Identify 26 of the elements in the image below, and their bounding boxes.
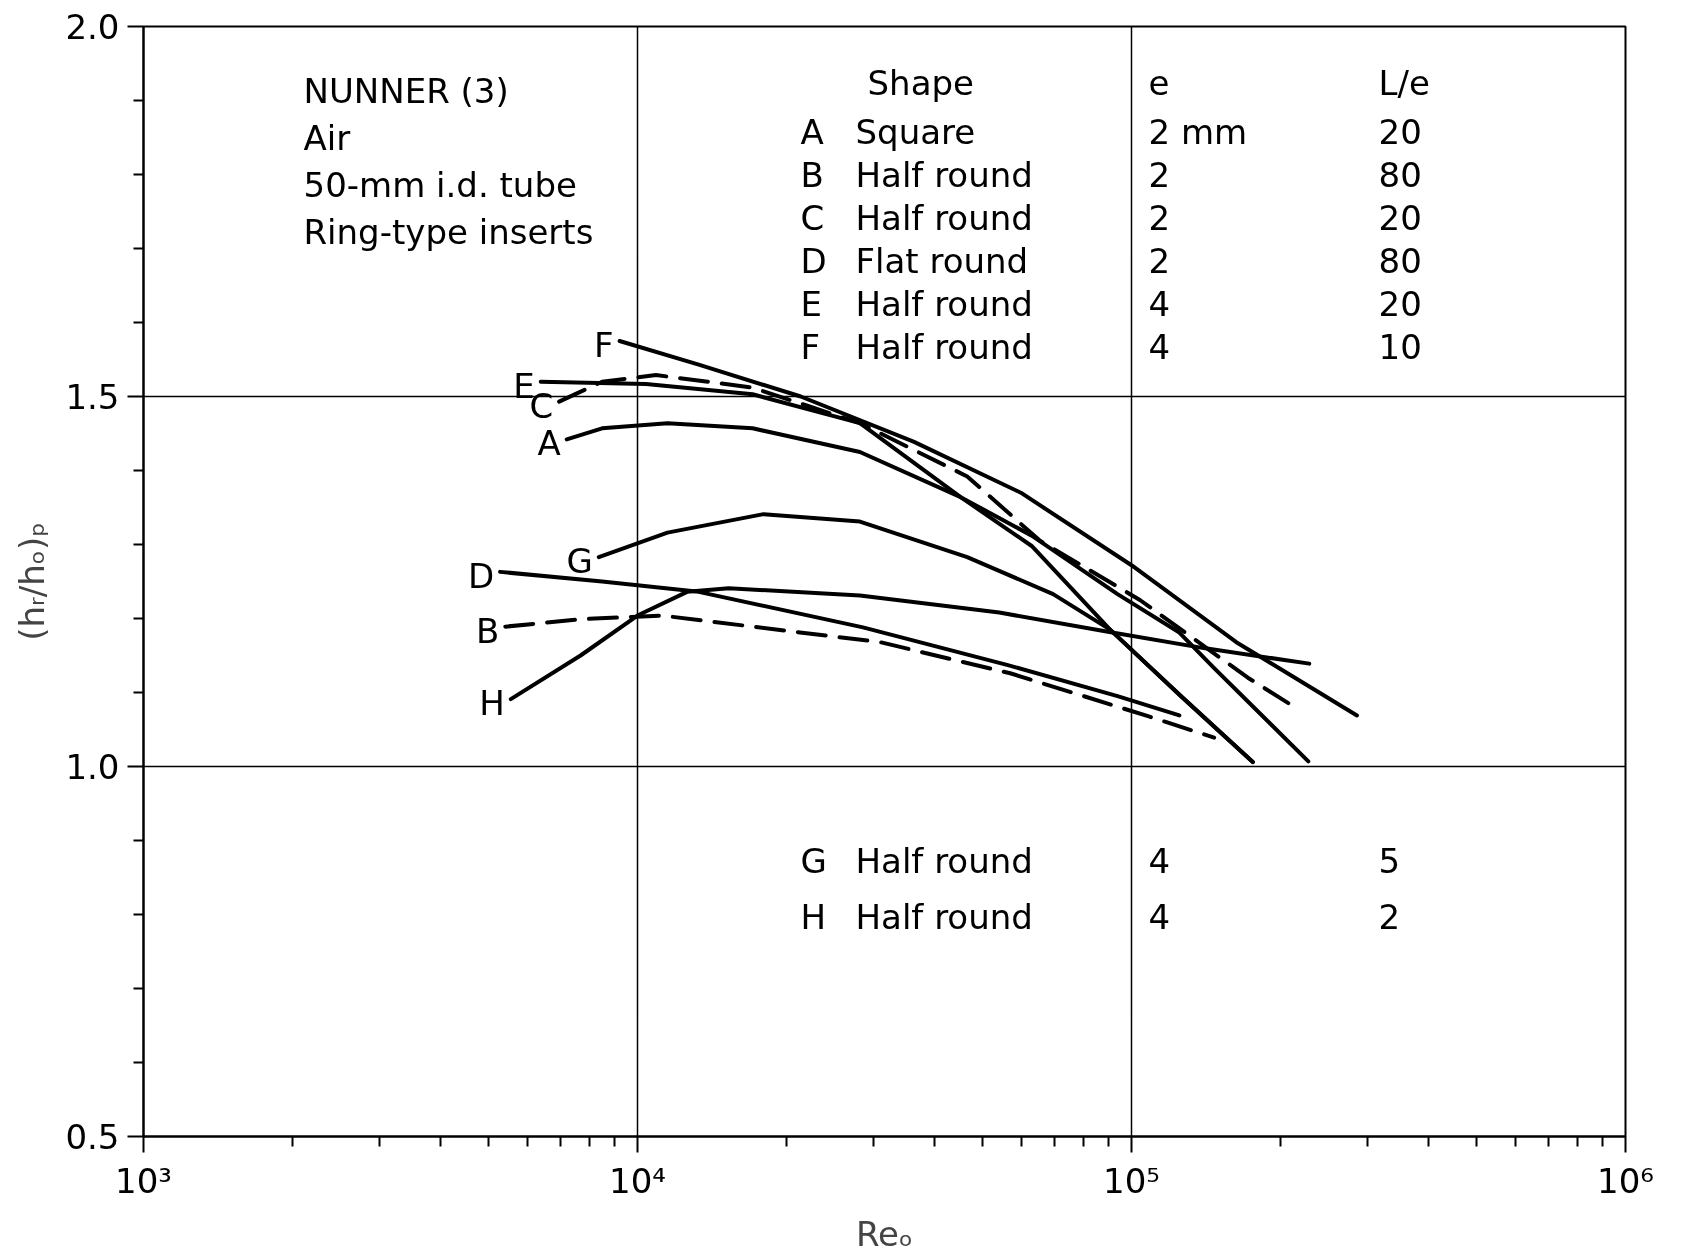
annotation: NUNNER (3) Air 50-mm i.d. tube Ring-type inserts	[303, 70, 594, 252]
y-tick-label: 1.5	[65, 377, 120, 417]
text: C Half round 2 20	[800, 197, 1422, 238]
x-tick-label: 10⁶	[1597, 1160, 1654, 1201]
series-label: A	[537, 423, 561, 464]
text: F Half round 4 10	[800, 326, 1422, 367]
x-axis-title: Reₒ	[855, 1213, 914, 1254]
series-label: G	[566, 541, 593, 582]
series-label: H	[479, 683, 505, 724]
text: Shape e L/e	[867, 62, 1430, 103]
x-tick-label: 10⁵	[1103, 1160, 1160, 1201]
y-axis-title: (hᵣ/hₒ)ₚ	[12, 522, 53, 641]
text: A Square 2 mm 20	[800, 111, 1422, 152]
text: E Half round 4 20	[800, 283, 1422, 324]
x-tick-label: 10⁴	[609, 1160, 666, 1201]
series-label: D	[467, 555, 495, 596]
series-label: F	[594, 325, 614, 365]
text: D Flat round 2 80	[800, 240, 1422, 281]
y-tick-label: 2.0	[65, 7, 120, 47]
y-tick-label: 1.0	[65, 747, 120, 787]
text: H Half round 4 2	[800, 896, 1401, 937]
x-tick-label: 10³	[115, 1160, 172, 1201]
text: G Half round 4 5	[800, 840, 1401, 881]
series-label: B	[475, 610, 500, 651]
text: B Half round 2 80	[800, 154, 1422, 195]
y-tick-label: 0.5	[65, 1117, 120, 1157]
